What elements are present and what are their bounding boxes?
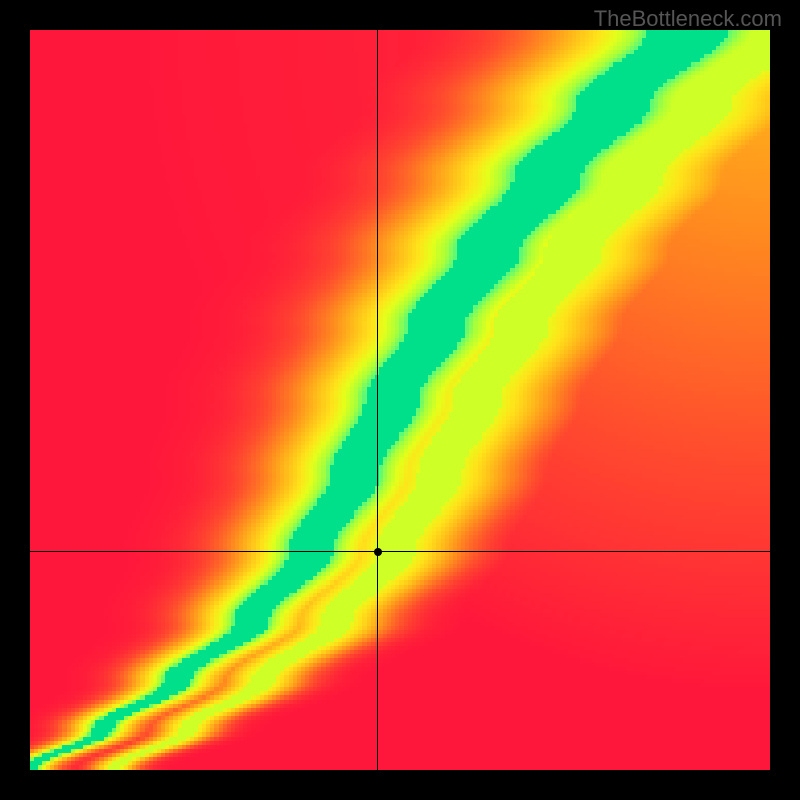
watermark-text: TheBottleneck.com bbox=[594, 6, 782, 32]
chart-container: TheBottleneck.com bbox=[0, 0, 800, 800]
crosshair-vertical bbox=[377, 30, 378, 770]
crosshair-marker bbox=[374, 548, 382, 556]
heatmap-canvas bbox=[30, 30, 770, 770]
crosshair-horizontal bbox=[30, 551, 770, 552]
